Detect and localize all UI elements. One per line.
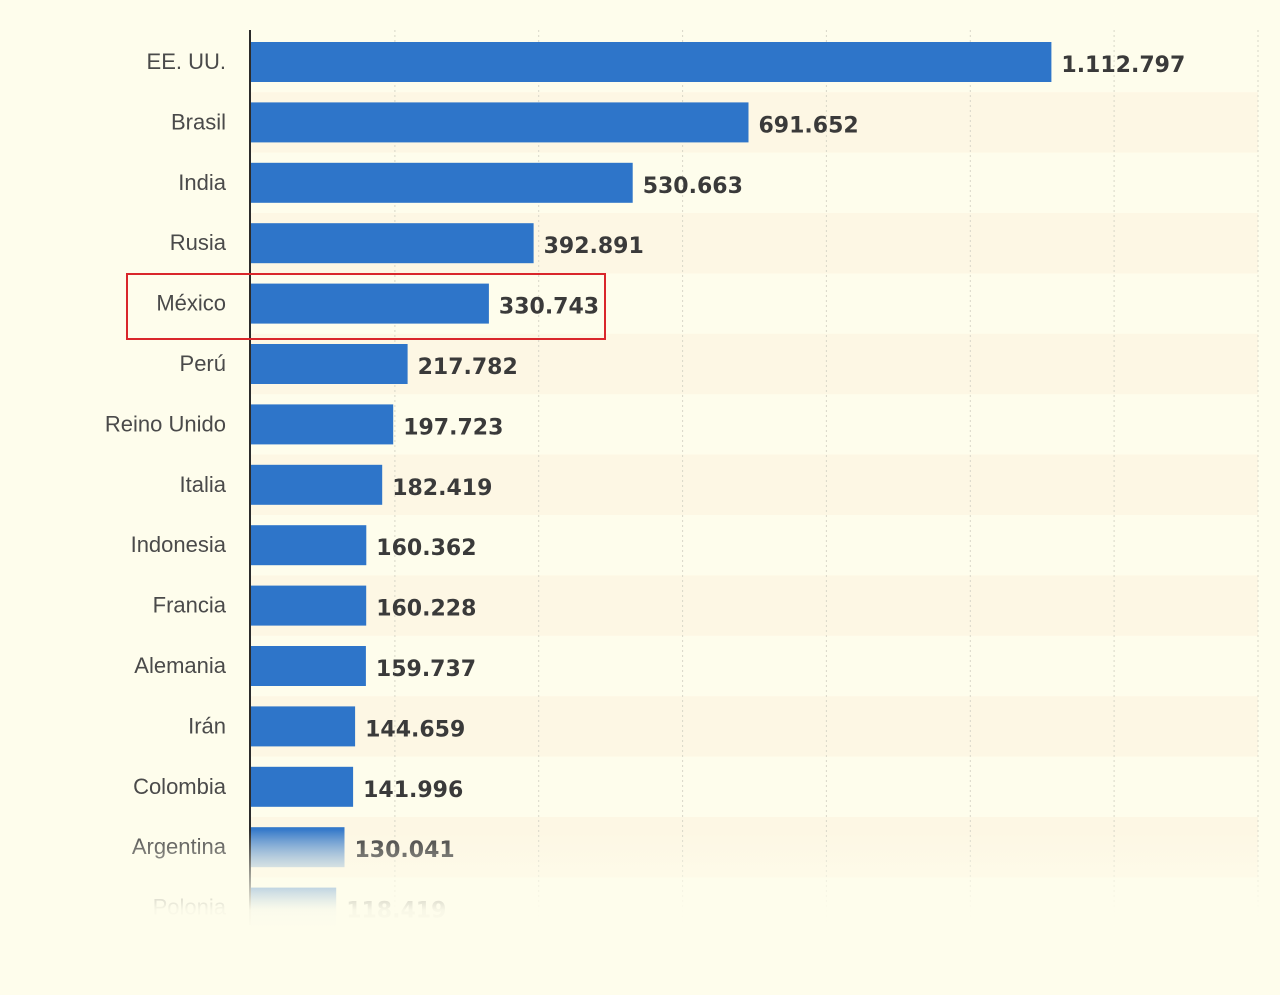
bar (251, 766, 354, 807)
value-label: 1.112.797 (1061, 53, 1185, 78)
value-label: 130.041 (355, 838, 455, 863)
bar (251, 42, 1052, 82)
row-band (251, 333, 1258, 395)
bar (251, 344, 408, 384)
value-label: 530.663 (643, 174, 743, 199)
category-label: Rusia (170, 230, 227, 255)
bar (251, 827, 345, 868)
category-label: Indonesia (131, 532, 227, 557)
category-label: Alemania (134, 653, 226, 678)
bar (251, 404, 394, 445)
bar (251, 706, 356, 747)
value-label: 144.659 (365, 717, 465, 742)
bar (251, 585, 367, 626)
category-label: EE. UU. (147, 49, 226, 74)
category-label: Reino Unido (105, 411, 226, 436)
bar (251, 646, 366, 686)
bar (251, 223, 534, 264)
value-label: 197.723 (403, 415, 503, 440)
category-label: Italia (180, 472, 227, 497)
bar (251, 162, 633, 203)
bottom-background (0, 928, 1280, 995)
value-label: 217.782 (418, 355, 518, 380)
category-label: Polonia (153, 895, 227, 920)
category-label: Argentina (132, 834, 227, 859)
category-label: Irán (188, 713, 226, 738)
bar (251, 464, 383, 505)
value-label: 160.228 (376, 597, 476, 622)
bar (251, 525, 367, 566)
value-label: 159.737 (376, 657, 476, 682)
row-band (251, 454, 1258, 515)
value-label: 392.891 (544, 234, 644, 259)
bar (251, 283, 489, 324)
bar (251, 887, 337, 928)
row-band (251, 696, 1258, 757)
value-label: 182.419 (392, 476, 492, 501)
value-label: 141.996 (363, 778, 463, 803)
row-band (251, 575, 1258, 636)
value-label: 691.652 (759, 113, 859, 138)
category-label: India (178, 170, 226, 195)
value-label: 330.743 (499, 295, 599, 320)
category-label: Perú (180, 351, 226, 376)
category-label: Francia (153, 593, 227, 618)
category-label: México (156, 291, 226, 316)
category-label: Brasil (171, 109, 226, 134)
bar (251, 102, 749, 143)
category-label: Colombia (133, 774, 227, 799)
value-label: 160.362 (376, 536, 476, 561)
value-label: 118.419 (346, 899, 446, 924)
